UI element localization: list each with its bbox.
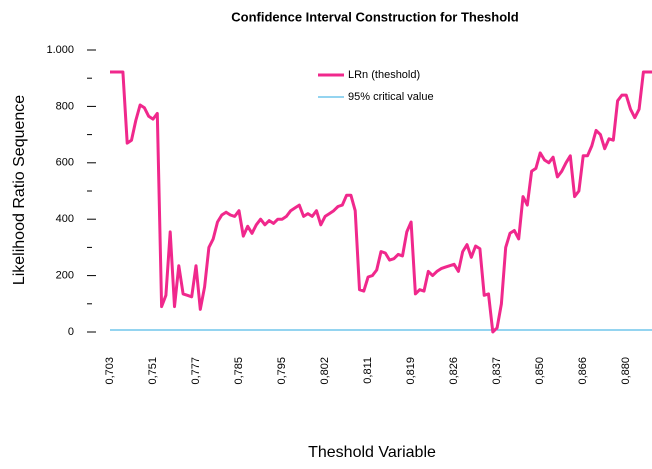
legend-label: 95% critical value: [348, 91, 434, 103]
y-tick-label: 600: [56, 157, 74, 169]
y-tick-label: 0: [68, 326, 74, 338]
data-line: [110, 70, 652, 334]
x-tick-label: 0,837: [491, 357, 503, 385]
y-axis-label: Likelihood Ratio Sequence: [11, 95, 28, 285]
x-tick-label: 0,880: [620, 357, 632, 385]
y-tick-label: 1.000: [46, 44, 74, 56]
x-tick-label: 0,777: [190, 357, 202, 385]
x-tick-label: 0,795: [276, 357, 288, 385]
x-tick-label: 0,802: [319, 357, 331, 385]
x-tick-label: 0,826: [448, 357, 460, 385]
x-tick-label: 0,850: [534, 357, 546, 385]
x-tick-label: 0,866: [577, 357, 589, 385]
x-tick-label: 0,819: [405, 357, 417, 385]
legend-label: LRn (theshold): [348, 69, 420, 81]
x-tick-label: 0,785: [233, 357, 245, 385]
chart-title: Confidence Interval Construction for The…: [231, 9, 519, 24]
y-tick-label: 800: [56, 100, 74, 112]
x-axis-label: Theshold Variable: [308, 444, 436, 461]
y-tick-label: 200: [56, 270, 74, 282]
x-tick-label: 0,703: [104, 357, 116, 385]
y-tick-label: 400: [56, 213, 74, 225]
x-tick-label: 0,751: [147, 357, 159, 385]
x-tick-label: 0,811: [362, 357, 374, 384]
